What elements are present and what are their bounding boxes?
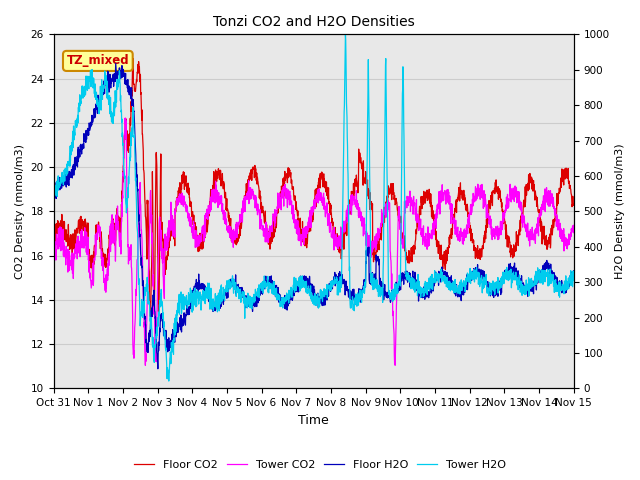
Title: Tonzi CO2 and H2O Densities: Tonzi CO2 and H2O Densities: [212, 15, 415, 29]
X-axis label: Time: Time: [298, 414, 329, 427]
Legend: Floor CO2, Tower CO2, Floor H2O, Tower H2O: Floor CO2, Tower CO2, Floor H2O, Tower H…: [130, 456, 510, 474]
Y-axis label: H2O Density (mmol/m3): H2O Density (mmol/m3): [615, 144, 625, 279]
Y-axis label: CO2 Density (mmol/m3): CO2 Density (mmol/m3): [15, 144, 25, 279]
Text: TZ_mixed: TZ_mixed: [67, 54, 129, 67]
